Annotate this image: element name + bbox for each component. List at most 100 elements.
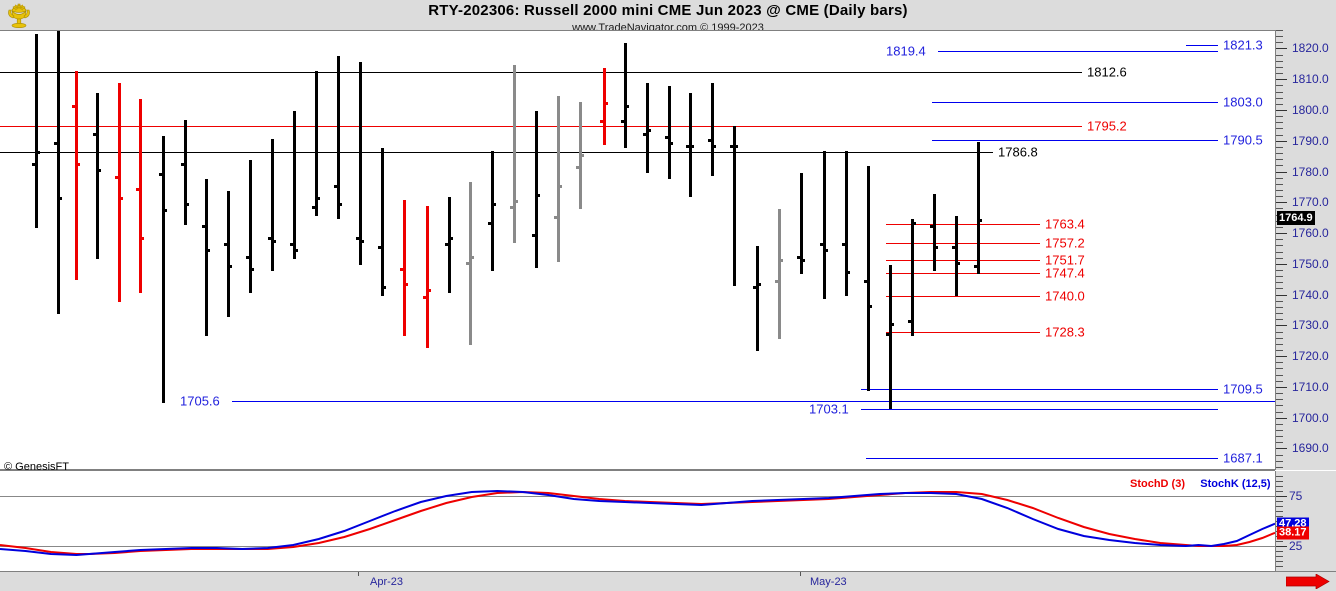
stochk-legend-label[interactable]: StochK (12,5)	[1200, 478, 1271, 490]
price-level-line[interactable]	[232, 401, 1275, 403]
ohlc-bar[interactable]	[842, 151, 851, 296]
ohlc-bar[interactable]	[621, 43, 630, 148]
ohlc-bar[interactable]	[930, 194, 939, 271]
price-level-line[interactable]	[886, 242, 1040, 244]
stochd-value-tag[interactable]: 38.17	[1277, 526, 1309, 540]
indicator-axis-tick	[1276, 486, 1283, 487]
price-level-label[interactable]: 1747.4	[1045, 265, 1085, 281]
ohlc-bar[interactable]	[181, 120, 190, 225]
price-level-line[interactable]	[0, 125, 1082, 127]
price-axis[interactable]: 1820.0 1810.0 1800.0 1790.0 1780.0 1770.0 1760…	[1275, 30, 1336, 470]
price-level-line[interactable]	[932, 140, 1218, 142]
ohlc-bar[interactable]	[554, 95, 563, 262]
price-level-line[interactable]	[886, 272, 1040, 274]
price-level-line[interactable]	[0, 151, 993, 153]
current-price-tag[interactable]: 1764.9	[1277, 211, 1315, 225]
ohlc-bar[interactable]	[72, 71, 81, 281]
ohlc-bar[interactable]	[952, 215, 961, 296]
price-level-label[interactable]: 1803.0	[1223, 94, 1263, 110]
ohlc-close-tick	[250, 267, 254, 271]
ohlc-bar[interactable]	[886, 264, 895, 410]
price-level-label[interactable]: 1821.3	[1223, 37, 1263, 53]
price-level-label[interactable]: 1687.1	[1223, 450, 1263, 466]
ohlc-bar[interactable]	[665, 86, 674, 179]
ohlc-bar[interactable]	[643, 83, 652, 173]
ohlc-bar[interactable]	[532, 111, 541, 268]
price-level-line[interactable]	[861, 409, 1218, 411]
price-level-line[interactable]	[886, 259, 1040, 261]
ohlc-bar[interactable]	[908, 218, 917, 336]
ohlc-bar[interactable]	[797, 172, 806, 275]
ohlc-bar[interactable]	[820, 151, 829, 299]
ohlc-close-tick	[734, 144, 738, 148]
price-level-label[interactable]: 1763.4	[1045, 216, 1085, 232]
ohlc-bar[interactable]	[600, 67, 609, 145]
stochastic-pane[interactable]	[0, 471, 1275, 571]
date-axis[interactable]: Apr-23 May-23	[0, 571, 1336, 591]
ohlc-bar-range	[646, 83, 649, 173]
price-level-label[interactable]: 1790.5	[1223, 132, 1263, 148]
ohlc-bar[interactable]	[32, 34, 41, 228]
ohlc-bar[interactable]	[224, 191, 233, 318]
ohlc-open-tick	[54, 141, 58, 145]
ohlc-bar[interactable]	[686, 92, 695, 198]
axis-tick-major	[1276, 202, 1287, 204]
ohlc-bar[interactable]	[488, 151, 497, 271]
price-level-line[interactable]	[861, 389, 1218, 391]
price-axis-label: 1700.0	[1292, 410, 1329, 425]
stochd-legend-label[interactable]: StochD (3)	[1130, 478, 1185, 490]
price-level-label[interactable]: 1709.5	[1223, 381, 1263, 397]
price-level-label[interactable]: 1812.6	[1087, 64, 1127, 80]
ohlc-bar[interactable]	[576, 101, 585, 210]
ohlc-bar[interactable]	[400, 200, 409, 336]
ohlc-bar[interactable]	[202, 178, 211, 336]
right-arrow-icon[interactable]	[1285, 573, 1330, 590]
price-level-label[interactable]: 1728.3	[1045, 324, 1085, 340]
ohlc-bar[interactable]	[775, 209, 784, 339]
ohlc-bar[interactable]	[246, 160, 255, 293]
ohlc-bar[interactable]	[423, 206, 432, 348]
ohlc-bar[interactable]	[268, 138, 277, 271]
price-level-label[interactable]: 1703.1	[809, 401, 849, 417]
ohlc-bar[interactable]	[54, 31, 63, 315]
ohlc-bar[interactable]	[378, 147, 387, 296]
price-level-line[interactable]	[886, 223, 1040, 225]
ohlc-bar[interactable]	[974, 141, 983, 275]
ohlc-bar[interactable]	[93, 92, 102, 259]
price-axis-label: 1740.0	[1292, 287, 1329, 302]
price-level-line[interactable]	[932, 101, 1218, 103]
price-level-label[interactable]: 1751.7	[1045, 252, 1085, 268]
ohlc-bar[interactable]	[136, 98, 145, 293]
indicator-axis[interactable]: 75 25 47.28 38.17	[1275, 471, 1336, 571]
price-level-label[interactable]: 1819.4	[886, 43, 926, 59]
price-level-line[interactable]	[886, 295, 1040, 297]
ohlc-bar[interactable]	[708, 83, 717, 176]
price-chart-pane[interactable]: 1821.3 1819.4 1812.6 1803.0 1795.2 1790.5 1786…	[0, 30, 1275, 470]
price-level-line[interactable]	[938, 51, 1218, 53]
ohlc-bar[interactable]	[730, 126, 739, 287]
axis-tick	[1276, 239, 1283, 241]
price-level-line[interactable]	[0, 72, 1082, 74]
ohlc-bar[interactable]	[445, 197, 454, 293]
ohlc-bar-range	[469, 181, 472, 345]
ohlc-bar[interactable]	[312, 71, 321, 216]
ohlc-bar[interactable]	[290, 111, 299, 259]
ohlc-bar[interactable]	[115, 83, 124, 302]
ohlc-close-tick	[449, 237, 453, 241]
price-level-line[interactable]	[1186, 45, 1218, 47]
ohlc-bar[interactable]	[510, 64, 519, 244]
ohlc-bar[interactable]	[356, 61, 365, 265]
price-level-label[interactable]: 1795.2	[1087, 118, 1127, 134]
ohlc-bar[interactable]	[864, 166, 873, 391]
price-level-label[interactable]: 1757.2	[1045, 235, 1085, 251]
axis-tick	[1276, 282, 1283, 284]
price-level-label[interactable]: 1740.0	[1045, 288, 1085, 304]
price-level-label[interactable]: 1705.6	[180, 393, 220, 409]
ohlc-bar[interactable]	[753, 246, 762, 351]
price-level-line[interactable]	[866, 458, 1218, 460]
ohlc-bar[interactable]	[159, 135, 168, 404]
ohlc-bar[interactable]	[334, 55, 343, 219]
ohlc-bar[interactable]	[466, 181, 475, 345]
price-level-label[interactable]: 1786.8	[998, 144, 1038, 160]
price-level-line[interactable]	[886, 331, 1040, 333]
